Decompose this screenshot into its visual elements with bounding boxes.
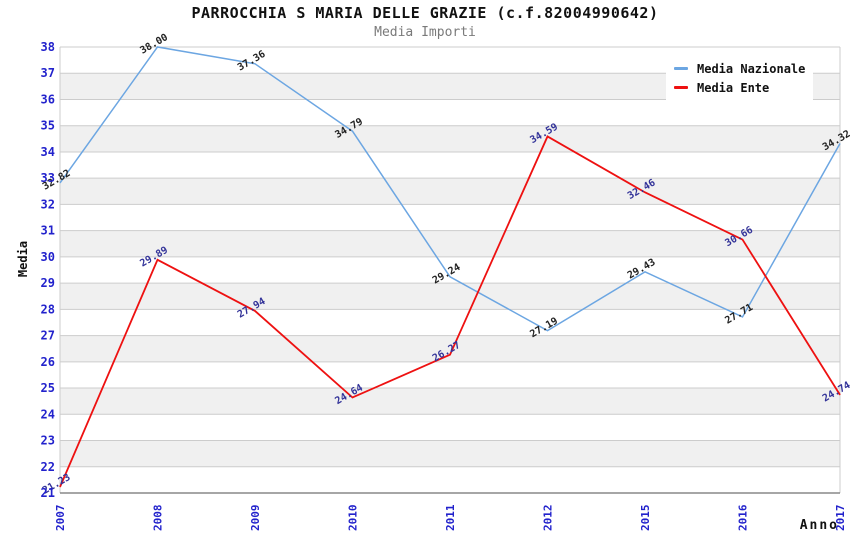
- series-line-media-nazionale: [59, 46, 841, 332]
- y-tick-label: 38: [41, 40, 55, 54]
- y-axis-title: Media: [16, 241, 30, 277]
- x-tick-label: 2017: [834, 505, 847, 532]
- y-tick-label: 28: [41, 302, 55, 316]
- point-label: 29.43: [626, 257, 658, 282]
- x-tick-label: 2015: [639, 505, 652, 532]
- series-line-media-ente: [59, 135, 841, 488]
- y-tick-label: 34: [41, 145, 55, 159]
- y-axis-tick-labels: 21 22 23 24 25 26 27 28 29 30 31 32 33 34 35 36 37 38: [41, 40, 55, 500]
- y-tick-label: 27: [41, 329, 55, 343]
- chart-title: PARROCCHIA S MARIA DELLE GRAZIE (c.f.820…: [191, 4, 659, 22]
- x-tick-label: 2012: [542, 505, 555, 532]
- x-axis-tick-labels: 2007 2008 2009 2010 2011 2012 2015 2016 2017: [54, 504, 847, 531]
- plot-bands: [60, 73, 840, 467]
- x-tick-label: 2011: [444, 504, 457, 531]
- x-tick-label: 2009: [249, 505, 262, 532]
- y-tick-label: 26: [41, 355, 55, 369]
- y-tick-label: 23: [41, 434, 55, 448]
- legend-item-media-ente: Media Ente: [674, 78, 805, 97]
- y-tick-label: 21: [41, 486, 55, 500]
- y-tick-label: 22: [41, 460, 55, 474]
- y-tick-label: 36: [41, 92, 55, 106]
- legend-label-media-ente: Media Ente: [697, 80, 770, 95]
- y-tick-label: 24: [41, 407, 55, 421]
- y-tick-label: 29: [41, 276, 55, 290]
- x-tick-label: 2007: [54, 505, 67, 532]
- y-tick-label: 25: [41, 381, 55, 395]
- x-tick-label: 2016: [737, 504, 750, 531]
- x-tick-label: 2008: [152, 505, 165, 532]
- y-tick-label: 31: [41, 224, 55, 238]
- x-axis-title: Anno: [800, 518, 839, 533]
- media-ente-line-swatch: [674, 86, 688, 89]
- media-nazionale-line-swatch: [674, 67, 688, 70]
- y-gridlines: [59, 46, 841, 494]
- legend-label-media-nazionale: Media Nazionale: [697, 61, 806, 76]
- point-label: 38.00: [138, 32, 170, 57]
- y-tick-label: 37: [41, 66, 55, 80]
- chart-subtitle: Media Importi: [374, 25, 476, 40]
- legend: Media Nazionale Media Ente: [666, 54, 814, 102]
- x-tick-label: 2010: [347, 505, 360, 532]
- y-tick-label: 33: [41, 171, 55, 185]
- y-tick-label: 32: [41, 197, 55, 211]
- y-tick-label: 35: [41, 119, 55, 133]
- legend-item-media-nazionale: Media Nazionale: [674, 59, 805, 78]
- y-tick-label: 30: [41, 250, 55, 264]
